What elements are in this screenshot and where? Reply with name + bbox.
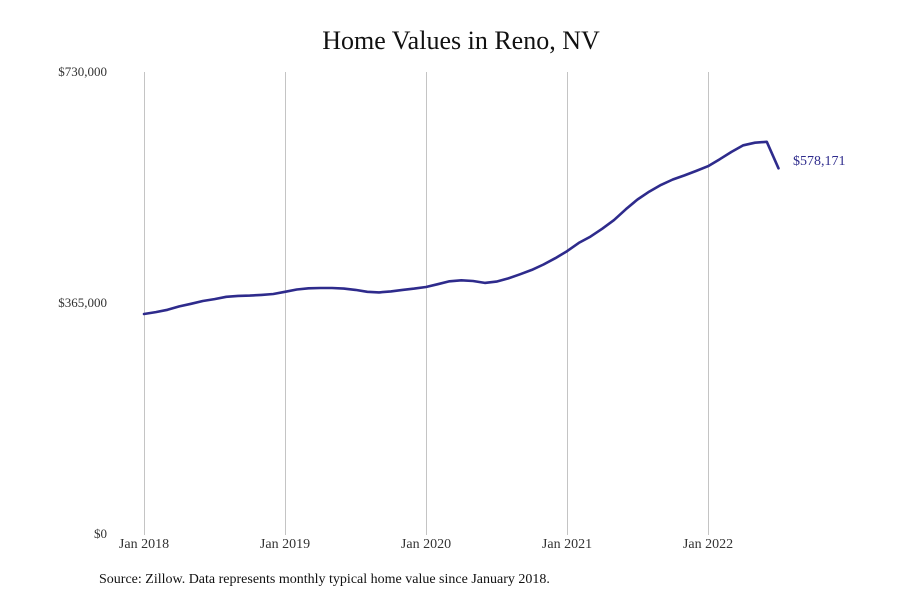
y-tick-0: $0 [94, 526, 107, 541]
x-tick-jan-2020: Jan 2020 [400, 537, 452, 552]
end-value-label: $578,171 [793, 154, 846, 169]
x-tick-jan-2021: Jan 2021 [541, 537, 593, 552]
source-note: Source: Zillow. Data represents monthly … [99, 572, 550, 587]
chart-title: Home Values in Reno, NV [322, 26, 600, 55]
home-value-line [142, 140, 780, 316]
y-tick-365000: $365,000 [58, 295, 107, 310]
y-tick-730000: $730,000 [58, 64, 107, 79]
x-tick-jan-2018: Jan 2018 [118, 537, 170, 552]
x-tick-jan-2019: Jan 2019 [259, 537, 311, 552]
vertical-gridlines [144, 72, 709, 535]
x-tick-jan-2022: Jan 2022 [682, 537, 734, 552]
